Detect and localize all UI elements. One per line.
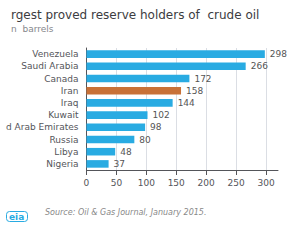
svg-text:Russia: Russia <box>49 135 78 145</box>
svg-text:37: 37 <box>114 159 125 169</box>
svg-text:n barrels: n barrels <box>11 24 54 34</box>
svg-text:48: 48 <box>120 147 132 157</box>
svg-text:266: 266 <box>251 61 268 71</box>
svg-text:Source: Oil & Gas Journal, Jan: Source: Oil & Gas Journal, January 2015. <box>45 208 206 217</box>
svg-text:Iran: Iran <box>61 86 79 96</box>
svg-text:eia: eia <box>9 212 24 222</box>
svg-text:50: 50 <box>111 178 123 188</box>
svg-text:Libya: Libya <box>54 147 78 157</box>
svg-text:80: 80 <box>139 135 151 145</box>
svg-text:200: 200 <box>198 178 215 188</box>
svg-text:150: 150 <box>168 178 185 188</box>
svg-text:298: 298 <box>270 49 287 59</box>
svg-text:Saudi Arabia: Saudi Arabia <box>21 61 78 71</box>
svg-text:Iraq: Iraq <box>61 98 79 108</box>
svg-text:100: 100 <box>138 178 155 188</box>
svg-text:0: 0 <box>84 178 90 188</box>
svg-text:rgest proved reserve holders o: rgest proved reserve holders of crude oi… <box>11 8 259 22</box>
svg-text:d Arab Emirates: d Arab Emirates <box>6 122 79 132</box>
svg-text:158: 158 <box>186 86 203 96</box>
svg-text:98: 98 <box>150 122 162 132</box>
svg-text:Nigeria: Nigeria <box>46 159 78 169</box>
svg-text:Kuwait: Kuwait <box>48 110 79 120</box>
svg-text:Venezuela: Venezuela <box>32 49 78 59</box>
svg-text:Canada: Canada <box>44 74 78 84</box>
svg-text:144: 144 <box>178 98 195 108</box>
svg-text:250: 250 <box>228 178 245 188</box>
svg-text:172: 172 <box>194 74 211 84</box>
svg-text:102: 102 <box>153 110 170 120</box>
svg-text:300: 300 <box>257 178 274 188</box>
